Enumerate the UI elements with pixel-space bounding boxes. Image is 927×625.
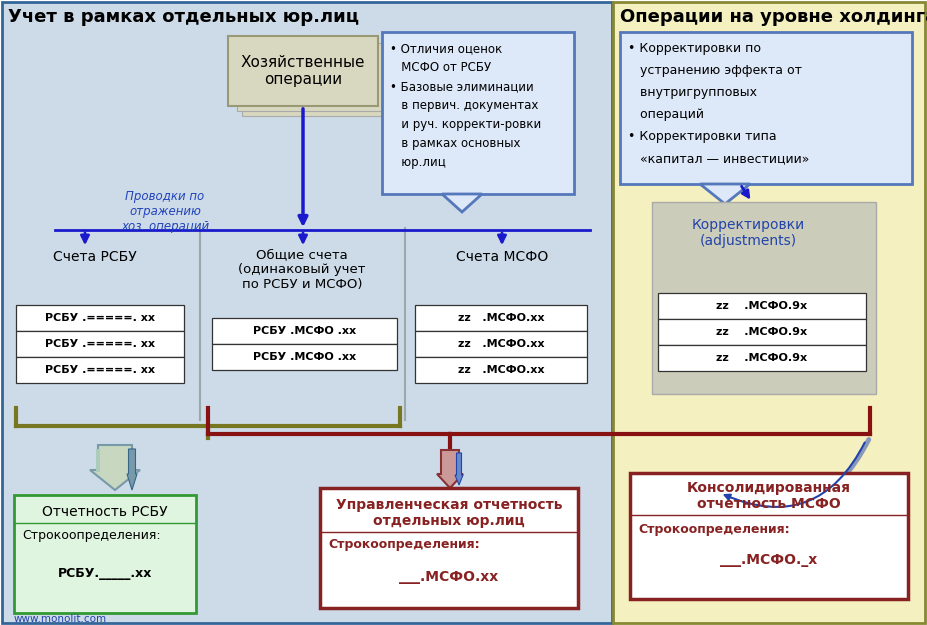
FancyBboxPatch shape xyxy=(630,473,908,599)
FancyBboxPatch shape xyxy=(14,495,196,613)
FancyBboxPatch shape xyxy=(658,293,866,319)
FancyArrow shape xyxy=(127,449,137,490)
Text: РСБУ .=====. хх: РСБУ .=====. хх xyxy=(45,339,155,349)
Text: Строкоопределения:: Строкоопределения: xyxy=(328,538,479,551)
FancyBboxPatch shape xyxy=(382,32,574,194)
Text: Корректировки
(adjustments): Корректировки (adjustments) xyxy=(692,218,805,248)
Text: zz    .МСФО.9х: zz .МСФО.9х xyxy=(717,327,807,337)
Text: zz   .МСФО.хх: zz .МСФО.хх xyxy=(458,339,544,349)
Text: РСБУ .МСФО .хх: РСБУ .МСФО .хх xyxy=(253,352,356,362)
Text: МСФО от РСБУ: МСФО от РСБУ xyxy=(390,61,491,74)
Text: «капитал — инвестиции»: «капитал — инвестиции» xyxy=(628,152,809,165)
FancyBboxPatch shape xyxy=(242,48,390,116)
FancyBboxPatch shape xyxy=(613,2,925,623)
FancyBboxPatch shape xyxy=(658,319,866,345)
Text: www.monolit.com: www.monolit.com xyxy=(14,614,108,624)
Text: Отчетность РСБУ: Отчетность РСБУ xyxy=(43,505,168,519)
Text: юр.лиц: юр.лиц xyxy=(390,156,446,169)
Text: zz    .МСФО.9х: zz .МСФО.9х xyxy=(717,301,807,311)
FancyBboxPatch shape xyxy=(16,305,184,331)
Text: Хозяйственные
операции: Хозяйственные операции xyxy=(241,55,365,88)
Text: Общие счета
(одинаковый учет
по РСБУ и МСФО): Общие счета (одинаковый учет по РСБУ и М… xyxy=(238,248,365,291)
Text: внутригрупповых: внутригрупповых xyxy=(628,86,757,99)
Text: в первич. документах: в первич. документах xyxy=(390,99,539,112)
FancyBboxPatch shape xyxy=(228,36,378,106)
FancyArrow shape xyxy=(90,445,140,490)
Text: Учет в рамках отдельных юр.лиц: Учет в рамках отдельных юр.лиц xyxy=(8,8,359,26)
Text: устранению эффекта от: устранению эффекта от xyxy=(628,64,802,77)
FancyBboxPatch shape xyxy=(212,344,397,370)
FancyArrow shape xyxy=(437,450,463,488)
FancyBboxPatch shape xyxy=(620,32,912,184)
Text: Счета РСБУ: Счета РСБУ xyxy=(53,250,137,264)
Text: Операции на уровне холдинга: Операции на уровне холдинга xyxy=(620,8,927,26)
FancyBboxPatch shape xyxy=(415,331,587,357)
FancyArrow shape xyxy=(96,449,100,472)
Text: отдельных юр.лиц: отдельных юр.лиц xyxy=(374,514,525,528)
FancyBboxPatch shape xyxy=(415,357,587,383)
Text: • Корректировки типа: • Корректировки типа xyxy=(628,130,777,143)
Text: ___.МСФО._х: ___.МСФО._х xyxy=(720,553,818,567)
Text: РСБУ._____.хх: РСБУ._____.хх xyxy=(57,567,152,580)
Text: zz   .МСФО.хх: zz .МСФО.хх xyxy=(458,313,544,323)
Text: операций: операций xyxy=(628,108,704,121)
FancyArrow shape xyxy=(455,453,463,485)
Text: РСБУ .=====. хх: РСБУ .=====. хх xyxy=(45,313,155,323)
Text: Строкоопределения:: Строкоопределения: xyxy=(22,529,160,542)
FancyBboxPatch shape xyxy=(16,331,184,357)
Text: • Базовые элиминации: • Базовые элиминации xyxy=(390,80,534,93)
FancyBboxPatch shape xyxy=(652,202,876,394)
Text: и руч. корректи-ровки: и руч. корректи-ровки xyxy=(390,118,541,131)
Text: Консолидированная: Консолидированная xyxy=(687,481,851,495)
Text: Счета МСФО: Счета МСФО xyxy=(456,250,548,264)
FancyBboxPatch shape xyxy=(415,305,587,331)
FancyBboxPatch shape xyxy=(658,345,866,371)
Text: ___.МСФО.хх: ___.МСФО.хх xyxy=(400,570,499,584)
Text: РСБУ .=====. хх: РСБУ .=====. хх xyxy=(45,365,155,375)
Text: Проводки по
отражению
хоз. операций: Проводки по отражению хоз. операций xyxy=(121,190,210,233)
FancyBboxPatch shape xyxy=(16,357,184,383)
Text: zz    .МСФО.9х: zz .МСФО.9х xyxy=(717,353,807,363)
Text: в рамках основных: в рамках основных xyxy=(390,137,520,150)
Text: • Отличия оценок: • Отличия оценок xyxy=(390,42,502,55)
Text: zz   .МСФО.хх: zz .МСФО.хх xyxy=(458,365,544,375)
Polygon shape xyxy=(700,184,750,204)
Text: Управленческая отчетность: Управленческая отчетность xyxy=(336,498,563,512)
Polygon shape xyxy=(442,194,482,212)
Text: отчетность МСФО: отчетность МСФО xyxy=(697,497,841,511)
FancyBboxPatch shape xyxy=(2,2,612,623)
Text: Строкоопределения:: Строкоопределения: xyxy=(638,523,790,536)
FancyBboxPatch shape xyxy=(237,43,385,111)
FancyBboxPatch shape xyxy=(320,488,578,608)
Text: РСБУ .МСФО .хх: РСБУ .МСФО .хх xyxy=(253,326,356,336)
Text: • Корректировки по: • Корректировки по xyxy=(628,42,761,55)
FancyBboxPatch shape xyxy=(212,318,397,344)
